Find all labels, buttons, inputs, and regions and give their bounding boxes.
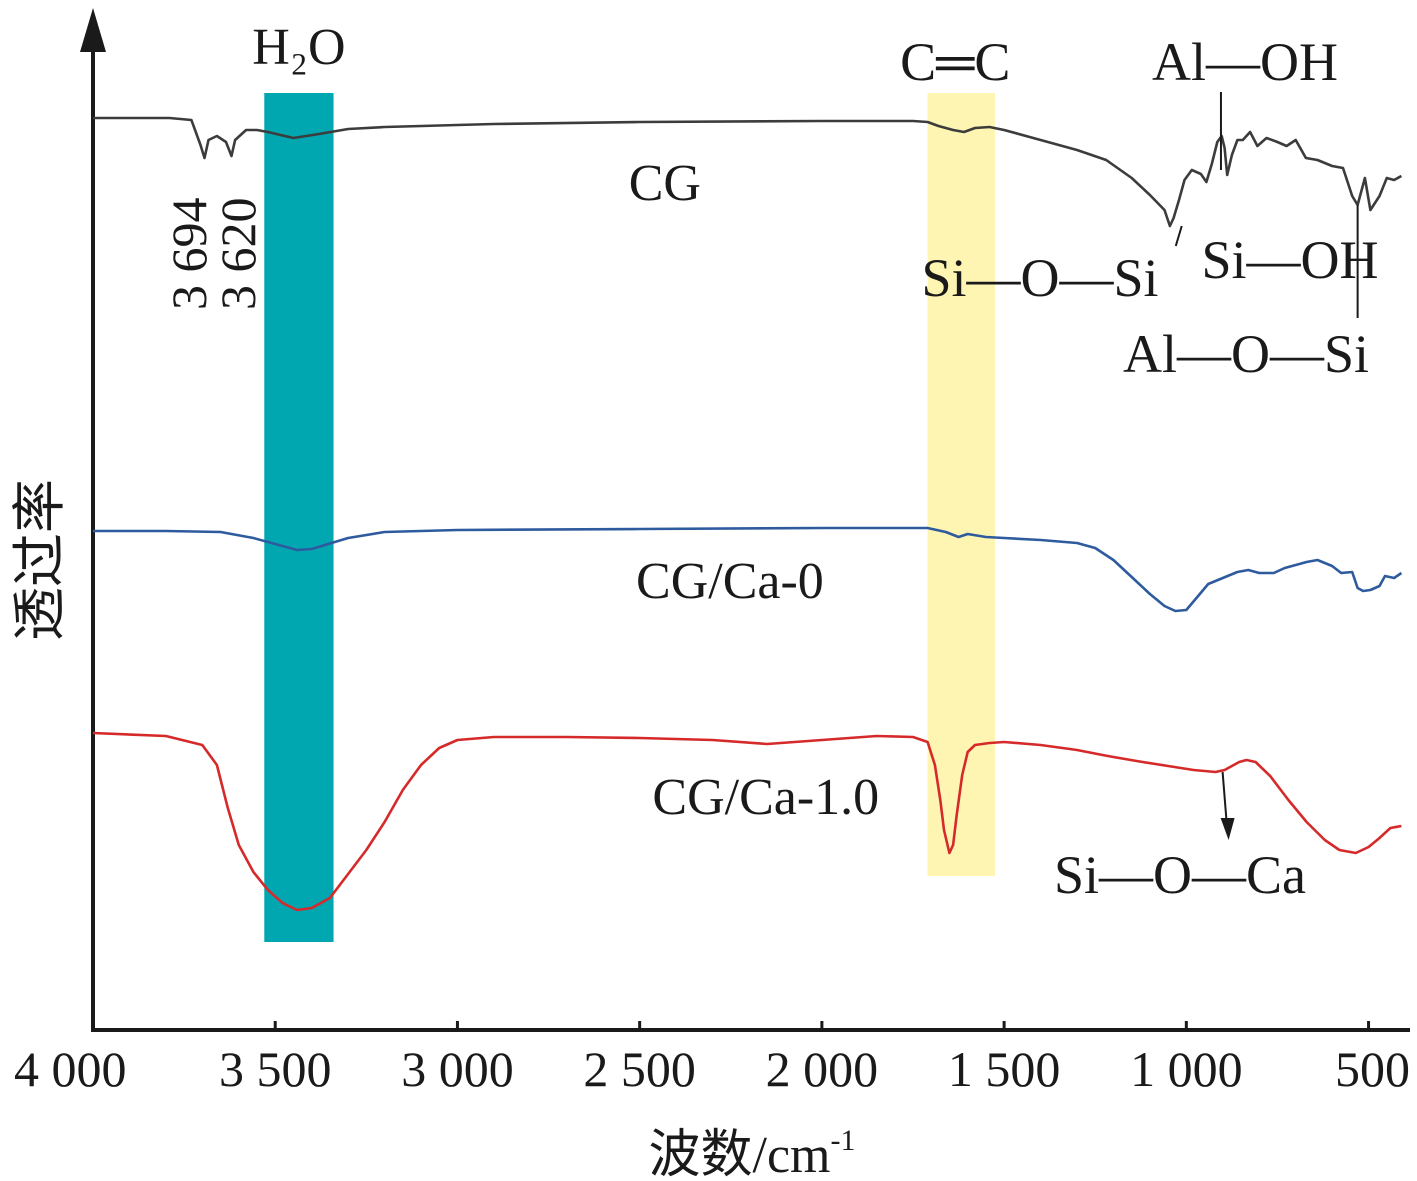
- series-lines: [92, 116, 1403, 912]
- y-axis-arrow: [80, 8, 106, 52]
- si-o-ca-label: Si—O—Ca: [1054, 845, 1306, 905]
- x-tick-label-3000: 3 000: [401, 1041, 514, 1097]
- x-tick-label-3500: 3 500: [219, 1041, 332, 1097]
- x-tick-label-2500: 2 500: [583, 1041, 696, 1097]
- x-axis-label: 波数/cm-1: [649, 1124, 856, 1181]
- series-line-cg-ca-0: [93, 526, 1403, 613]
- series-label-cg-ca-0: CG/Ca-0: [636, 553, 824, 610]
- h2o-band-label: H₂O: [252, 19, 345, 76]
- x-tick-label-1000: 1 000: [1130, 1041, 1243, 1097]
- cc-band-label: C═C: [900, 32, 1010, 92]
- si-o-ca-arrow-line: [1221, 771, 1228, 823]
- x-tick-label-2000: 2 000: [766, 1041, 879, 1097]
- series-line-cg-ca-1-0: [92, 731, 1402, 912]
- al-oh-label: Al—OH: [1152, 32, 1338, 92]
- x-ticks: 4 000 3 500 3 000 2 500 2 000 1 500 1 000 500: [14, 1021, 1410, 1097]
- peak-3620-label: 3 620: [210, 198, 266, 311]
- al-o-si-label: Al—O—Si: [1123, 324, 1369, 384]
- series-label-cg-ca-1-0: CG/Ca-1.0: [652, 769, 879, 826]
- y-axis-label: 透过率: [10, 479, 70, 641]
- x-tick-label-1500: 1 500: [948, 1041, 1061, 1097]
- si-o-si-pointer: [1174, 225, 1183, 247]
- si-o-ca-arrow-head: [1220, 818, 1235, 840]
- si-oh-label: Si—OH: [1201, 230, 1378, 290]
- cc-band: [927, 93, 995, 876]
- series-labels: CG CG/Ca-0 CG/Ca-1.0: [629, 155, 879, 826]
- series-line-cg: [93, 116, 1403, 228]
- highlight-bands: [264, 93, 995, 942]
- si-o-si-label: Si—O—Si: [921, 248, 1158, 308]
- peak-3694-label: 3 694: [161, 198, 217, 311]
- x-tick-label-4000: 4 000: [14, 1041, 127, 1097]
- series-label-cg: CG: [629, 155, 701, 212]
- x-tick-label-500: 500: [1335, 1041, 1410, 1097]
- h2o-band: [264, 93, 334, 942]
